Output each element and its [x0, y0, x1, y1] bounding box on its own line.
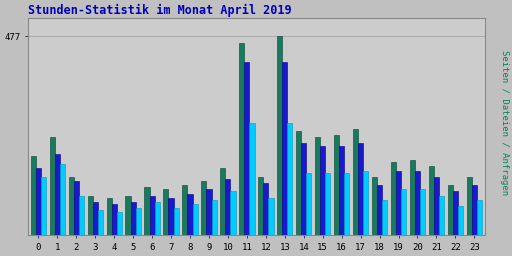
Bar	[282, 62, 287, 235]
Bar	[301, 143, 306, 235]
Bar	[131, 202, 136, 235]
Bar	[239, 44, 244, 235]
Bar	[396, 170, 401, 235]
Bar	[163, 189, 168, 235]
Bar	[220, 168, 225, 235]
Bar	[382, 200, 387, 235]
Bar	[434, 177, 439, 235]
Bar	[93, 202, 98, 235]
Bar	[74, 181, 79, 235]
Bar	[401, 189, 406, 235]
Bar	[325, 173, 330, 235]
Bar	[41, 177, 46, 235]
Bar	[230, 191, 236, 235]
Bar	[372, 177, 377, 235]
Bar	[334, 135, 339, 235]
Bar	[458, 206, 463, 235]
Bar	[320, 146, 325, 235]
Bar	[339, 146, 344, 235]
Bar	[429, 166, 434, 235]
Bar	[287, 123, 292, 235]
Bar	[117, 212, 122, 235]
Bar	[391, 162, 396, 235]
Bar	[420, 189, 425, 235]
Bar	[31, 156, 36, 235]
Bar	[447, 185, 453, 235]
Bar	[225, 179, 230, 235]
Bar	[439, 196, 444, 235]
Bar	[477, 200, 482, 235]
Bar	[358, 143, 363, 235]
Text: Stunden-Statistik im Monat April 2019: Stunden-Statistik im Monat April 2019	[28, 4, 291, 17]
Bar	[453, 191, 458, 235]
Bar	[306, 173, 311, 235]
Bar	[249, 123, 254, 235]
Bar	[296, 131, 301, 235]
Bar	[125, 196, 131, 235]
Bar	[150, 196, 155, 235]
Bar	[258, 177, 263, 235]
Bar	[60, 164, 65, 235]
Bar	[206, 189, 211, 235]
Bar	[268, 198, 273, 235]
Bar	[244, 62, 249, 235]
Bar	[155, 202, 160, 235]
Bar	[344, 173, 349, 235]
Bar	[187, 194, 193, 235]
Bar	[182, 185, 187, 235]
Bar	[98, 210, 103, 235]
Bar	[277, 36, 282, 235]
Bar	[112, 204, 117, 235]
Bar	[106, 198, 112, 235]
Bar	[353, 129, 358, 235]
Bar	[415, 170, 420, 235]
Bar	[263, 183, 268, 235]
Bar	[174, 208, 179, 235]
Bar	[55, 154, 60, 235]
Bar	[168, 198, 174, 235]
Bar	[315, 137, 320, 235]
Bar	[410, 160, 415, 235]
Bar	[69, 177, 74, 235]
Bar	[88, 196, 93, 235]
Bar	[467, 177, 472, 235]
Bar	[472, 185, 477, 235]
Bar	[193, 204, 198, 235]
Text: Seiten / Dateien / Anfragen: Seiten / Dateien / Anfragen	[500, 50, 509, 195]
Bar	[211, 200, 217, 235]
Bar	[377, 185, 382, 235]
Bar	[136, 208, 141, 235]
Bar	[36, 168, 41, 235]
Bar	[201, 181, 206, 235]
Bar	[50, 137, 55, 235]
Bar	[363, 170, 368, 235]
Bar	[79, 196, 84, 235]
Bar	[144, 187, 150, 235]
